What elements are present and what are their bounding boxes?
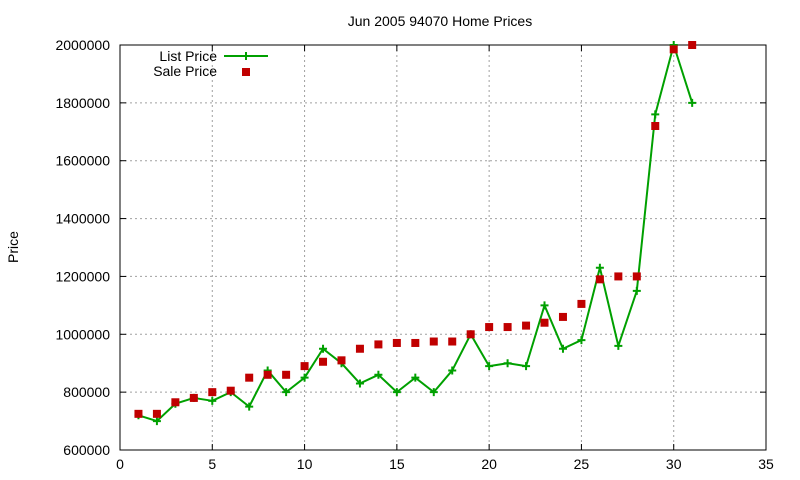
data-point-list-price	[688, 98, 697, 107]
data-point-list-price	[411, 373, 420, 382]
data-point-list-price	[540, 301, 549, 310]
data-point-list-price	[595, 263, 604, 272]
data-point-list-price	[429, 388, 438, 397]
x-tick-label: 15	[389, 456, 405, 472]
legend-marker-sale-price	[242, 68, 250, 76]
x-tick-label: 20	[481, 456, 497, 472]
series-line-list-price	[138, 44, 694, 423]
data-point-sale-price	[411, 338, 420, 347]
data-point-list-price	[522, 362, 531, 371]
x-tick-label: 35	[758, 456, 774, 472]
data-point-sale-price	[429, 337, 438, 346]
x-tick-label: 25	[574, 456, 590, 472]
data-point-list-price	[558, 344, 567, 353]
x-tick-label: 0	[116, 456, 124, 472]
data-point-sale-price	[355, 344, 364, 353]
data-point-sale-price	[466, 330, 475, 339]
data-point-list-price	[245, 402, 254, 411]
data-point-list-price	[319, 344, 328, 353]
data-point-sale-price	[485, 323, 494, 332]
x-tick-label: 5	[208, 456, 216, 472]
data-point-list-price	[651, 110, 660, 119]
data-point-sale-price	[503, 323, 512, 332]
y-tick-label: 600000	[63, 442, 110, 458]
data-point-list-price	[300, 373, 309, 382]
legend-marker-list-price	[242, 52, 250, 60]
data-point-sale-price	[152, 409, 161, 418]
y-tick-label: 1200000	[55, 268, 110, 284]
x-tick-label: 10	[297, 456, 313, 472]
data-point-list-price	[448, 366, 457, 375]
data-point-list-price	[577, 336, 586, 345]
data-point-list-price	[355, 379, 364, 388]
data-point-sale-price	[632, 272, 641, 281]
data-point-sale-price	[577, 299, 586, 308]
data-point-sale-price	[448, 337, 457, 346]
data-point-list-price	[503, 359, 512, 368]
data-point-list-price	[152, 417, 161, 426]
data-point-list-price	[632, 286, 641, 295]
data-point-sale-price	[392, 338, 401, 347]
data-point-sale-price	[337, 356, 346, 365]
legend-label-sale-price: Sale Price	[153, 63, 217, 79]
data-point-sale-price	[374, 340, 383, 349]
data-point-list-price	[374, 370, 383, 379]
data-point-sale-price	[558, 312, 567, 321]
data-point-sale-price	[171, 398, 180, 407]
y-axis-label: Price	[5, 231, 21, 263]
y-tick-label: 800000	[63, 384, 110, 400]
data-point-sale-price	[319, 357, 328, 366]
y-tick-label: 1000000	[55, 326, 110, 342]
data-point-sale-price	[651, 122, 660, 130]
data-point-list-price	[392, 388, 401, 397]
x-tick-label: 30	[666, 456, 682, 472]
y-tick-label: 2000000	[55, 37, 110, 53]
axis-ticks: 0 5 10 15 20 25 30 35 600000 800000 1000000 1200000…	[55, 37, 774, 472]
data-point-list-price	[282, 388, 291, 397]
data-point-sale-price	[614, 272, 623, 281]
data-point-sale-price	[282, 370, 291, 379]
data-point-list-price	[208, 396, 217, 405]
data-point-sale-price	[226, 386, 235, 395]
y-tick-label: 1400000	[55, 211, 110, 227]
y-tick-label: 1800000	[55, 95, 110, 111]
data-point-sale-price	[189, 393, 198, 402]
data-point-sale-price	[669, 45, 678, 54]
data-point-sale-price	[300, 362, 309, 371]
chart-title: Jun 2005 94070 Home Prices	[348, 13, 532, 29]
data-point-sale-price	[208, 388, 217, 397]
plot-frame	[119, 44, 767, 451]
data-point-sale-price	[134, 409, 143, 418]
legend-label-list-price: List Price	[159, 48, 217, 64]
data-point-sale-price	[595, 275, 604, 284]
series-layer	[134, 41, 697, 426]
grid-lines	[120, 45, 766, 450]
data-point-sale-price	[688, 41, 697, 49]
y-tick-label: 1600000	[55, 153, 110, 169]
data-point-list-price	[614, 341, 623, 350]
data-point-list-price	[485, 362, 494, 371]
legend: List Price Sale Price	[153, 48, 268, 79]
data-point-sale-price	[263, 370, 272, 379]
data-point-sale-price	[540, 318, 549, 327]
data-point-sale-price	[245, 373, 254, 382]
data-point-sale-price	[522, 321, 531, 330]
